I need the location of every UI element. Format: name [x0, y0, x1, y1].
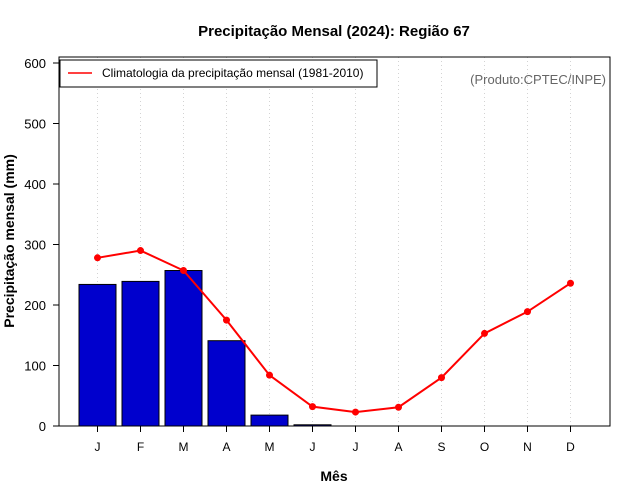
- legend-entry-climatology: Climatologia da precipitação mensal (198…: [102, 66, 363, 80]
- bar-series: [78, 270, 332, 427]
- climatology-point-6: [352, 408, 359, 416]
- climatology-point-5: [309, 403, 316, 411]
- y-tick-label-6: 600: [24, 56, 46, 71]
- climatology-series: [94, 247, 574, 416]
- climatology-point-2: [180, 267, 187, 275]
- x-tick-label-4: M: [265, 440, 275, 454]
- x-tick-label-2: M: [179, 440, 189, 454]
- y-tick-label-2: 200: [24, 298, 46, 313]
- bar-0: [78, 283, 117, 427]
- legend: Climatologia da precipitação mensal (198…: [59, 59, 378, 88]
- y-tick-label-3: 300: [24, 238, 46, 253]
- grid-lines: [97, 57, 571, 426]
- climatology-point-7: [395, 403, 402, 411]
- x-tick-label-5: J: [310, 440, 316, 454]
- x-tick-label-11: D: [566, 440, 575, 454]
- climatology-point-10: [524, 308, 531, 316]
- chart-title: Precipitação Mensal (2024): Região 67: [198, 23, 470, 40]
- x-tick-label-6: J: [353, 440, 359, 454]
- bar-4: [250, 414, 289, 427]
- climatology-point-1: [137, 247, 144, 255]
- legend-box: [59, 59, 378, 88]
- y-tick-label-5: 500: [24, 117, 46, 132]
- climatology-point-11: [567, 279, 574, 287]
- x-axis-label: Mês: [320, 468, 347, 484]
- y-tick-label-0: 0: [39, 419, 46, 434]
- climatology-point-9: [481, 329, 488, 337]
- x-tick-label-8: S: [437, 440, 445, 454]
- y-axis-label: Precipitação mensal (mm): [1, 154, 17, 328]
- source-credit: (Produto:CPTEC/INPE): [470, 72, 606, 87]
- bar-3: [207, 340, 246, 427]
- plot-frame: [58, 56, 611, 427]
- climatology-point-8: [438, 374, 445, 382]
- x-tick-label-3: A: [222, 440, 230, 454]
- climatology-point-4: [266, 371, 273, 379]
- x-tick-label-0: J: [95, 440, 101, 454]
- climatology-point-0: [94, 254, 101, 262]
- climatology-point-3: [223, 316, 230, 324]
- x-tick-label-7: A: [394, 440, 402, 454]
- y-tick-label-1: 100: [24, 359, 46, 374]
- x-tick-label-10: N: [523, 440, 532, 454]
- climatology-line: [97, 249, 572, 414]
- bar-2: [164, 270, 203, 427]
- x-tick-label-9: O: [480, 440, 489, 454]
- x-tick-label-1: F: [137, 440, 144, 454]
- bar-1: [121, 280, 160, 427]
- y-tick-label-4: 400: [24, 177, 46, 192]
- y-axis: 0 100 200 300 400 500 600: [24, 56, 59, 434]
